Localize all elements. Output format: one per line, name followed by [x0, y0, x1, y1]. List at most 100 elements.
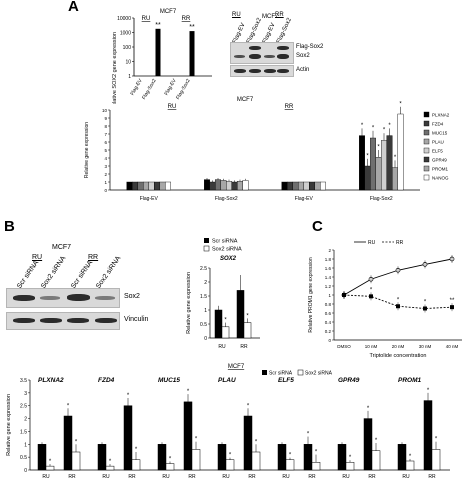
x-tick-label: RU — [342, 474, 350, 480]
group-label: RU — [168, 104, 177, 110]
bar — [337, 444, 347, 471]
blot-band — [234, 55, 245, 58]
x-tick-label: 30 nM — [419, 344, 432, 349]
x-tick-label: Flag-Sox2 — [370, 196, 393, 202]
x-tick-label: DMSO — [337, 344, 351, 349]
x-tick-label: RR — [68, 474, 76, 480]
bar — [397, 113, 404, 191]
bar — [303, 444, 313, 471]
y-tick-label: 5 — [104, 148, 107, 153]
bar — [431, 449, 441, 471]
x-tick-label: 10 nM — [365, 344, 378, 349]
legend-swatch — [423, 129, 430, 136]
x-tick-label: RU — [222, 474, 230, 480]
significance-marker: * — [388, 123, 391, 129]
x-tick-label: RR — [240, 344, 248, 350]
legend-label: PLXNA2 — [432, 113, 450, 118]
bar — [191, 449, 201, 471]
significance-marker: * — [75, 439, 78, 445]
legend-label: PLAU — [432, 140, 444, 145]
blot-a-upper — [230, 42, 294, 64]
bar — [371, 450, 381, 471]
bar — [154, 181, 160, 191]
bar — [155, 28, 161, 77]
legend-swatch — [423, 111, 430, 118]
bar — [165, 181, 171, 191]
blot-band — [40, 296, 60, 300]
significance-marker: * — [424, 300, 427, 306]
legend-swatch — [262, 370, 267, 375]
y-tick-label: 0.6 — [325, 311, 332, 316]
y-tick-label: 3 — [24, 391, 27, 397]
blot-band — [13, 295, 35, 301]
blot-b-band-sox2: Sox2 — [124, 293, 140, 300]
legend-swatch — [204, 238, 209, 243]
bar — [292, 181, 299, 191]
significance-marker: * — [409, 454, 412, 460]
x-tick-label: RU — [42, 474, 50, 480]
bar — [183, 401, 193, 471]
bar — [364, 165, 371, 191]
bar — [397, 444, 407, 471]
significance-marker: * — [169, 457, 172, 463]
blot-a-band-sox2: Sox2 — [296, 53, 310, 59]
legend-label: Scr siRNA — [212, 239, 238, 245]
y-tick-label: 100 — [123, 45, 132, 51]
blot-b-sox2 — [6, 288, 120, 308]
blot-band — [234, 69, 246, 73]
y-tick-label: 1 — [24, 442, 27, 448]
group-label: RR — [285, 104, 294, 110]
legend-label: RR — [396, 240, 404, 246]
blot-band — [277, 54, 289, 59]
significance-marker: * — [229, 453, 232, 459]
significance-marker: * — [349, 455, 352, 461]
y-tick-label: 6 — [104, 140, 107, 145]
bar — [303, 181, 310, 191]
x-tick-label: RR — [188, 474, 196, 480]
blot-band — [249, 46, 261, 50]
panel-label-b: B — [4, 218, 15, 235]
y-axis-label: Relative PROM1 gene expression — [308, 257, 314, 333]
y-tick-label: 0.8 — [325, 302, 332, 307]
bar — [225, 459, 235, 471]
y-tick-label: 7 — [104, 132, 107, 137]
y-axis-label: Relative SOX2 gene expression — [112, 32, 118, 104]
bar — [71, 451, 81, 471]
significance-marker: * — [375, 438, 378, 444]
x-tick-label: RR — [248, 474, 256, 480]
blot-b-lane-2: Sox2 siRNA — [40, 255, 68, 291]
significance-marker: ** — [450, 298, 455, 304]
bar — [281, 181, 288, 191]
significance-marker: * — [399, 101, 402, 107]
x-tick-label: RU — [402, 474, 410, 480]
bar — [345, 462, 355, 471]
bar — [405, 460, 415, 471]
bar — [189, 31, 195, 77]
significance-marker: * — [246, 313, 249, 319]
bar — [37, 444, 47, 471]
blot-b-band-vinculin: Vinculin — [124, 316, 149, 323]
y-tick-label: 3.5 — [20, 378, 27, 384]
blot-band — [67, 318, 89, 323]
y-tick-label: 2 — [328, 248, 331, 253]
bar — [251, 451, 261, 471]
bar — [237, 180, 243, 191]
y-tick-label: 4 — [104, 156, 107, 161]
bar — [143, 181, 149, 191]
x-tick-label: RR — [308, 474, 316, 480]
bar — [231, 181, 238, 191]
bar — [236, 290, 245, 339]
bar — [363, 418, 373, 471]
legend-label: Sox2 siRNA — [305, 371, 333, 377]
y-tick-label: 1.2 — [325, 284, 332, 289]
y-axis-label: Relative gene expression — [186, 272, 192, 334]
blot-band — [95, 318, 117, 323]
bar — [165, 463, 175, 471]
x-tick-label: Flag-EV — [140, 196, 159, 202]
y-tick-label: 0 — [204, 336, 207, 342]
significance-marker: * — [49, 459, 52, 465]
y-axis-label: Relative gene expression — [84, 122, 90, 178]
significance-marker: * — [109, 459, 112, 465]
bar — [287, 181, 293, 191]
y-tick-label: 0 — [24, 468, 27, 474]
